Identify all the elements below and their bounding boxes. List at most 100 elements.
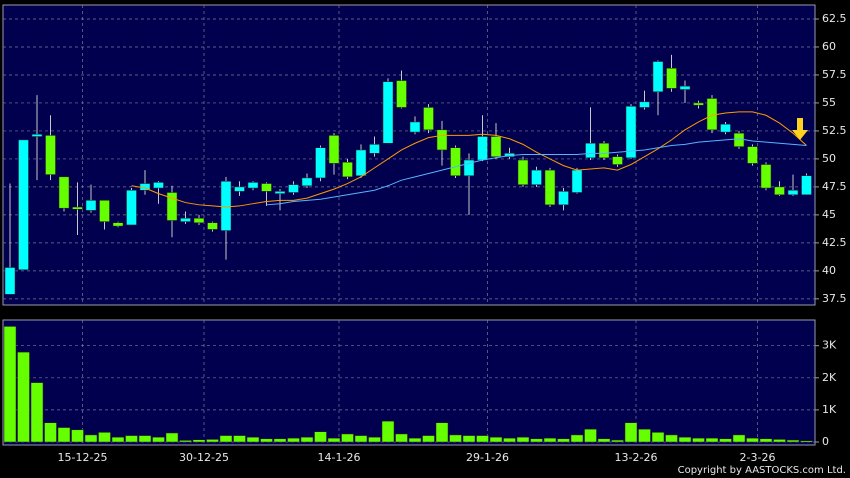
candle-body <box>598 142 610 159</box>
volume-bar <box>489 436 503 443</box>
volume-bar <box>597 438 611 443</box>
candle-body <box>355 149 367 176</box>
volume-bar <box>692 437 705 443</box>
candle-body <box>477 136 488 161</box>
candle-body <box>328 135 340 164</box>
candle-body <box>99 200 110 222</box>
candle-body <box>787 190 799 195</box>
volume-bar <box>516 436 530 443</box>
volume-bar <box>84 434 98 443</box>
x-tick-label: 29-1-26 <box>466 451 509 464</box>
candle-body <box>531 169 542 185</box>
candle-body <box>774 186 785 195</box>
volume-bar <box>651 432 665 443</box>
volume-bar <box>543 437 557 443</box>
x-tick-label: 14-1-26 <box>318 451 361 464</box>
volume-bar <box>800 440 813 443</box>
candle-body <box>450 147 461 176</box>
candle-body <box>558 191 569 206</box>
candle-body <box>126 190 137 226</box>
candle-body <box>18 139 29 270</box>
candle-body <box>207 222 218 230</box>
candle-body <box>517 159 529 185</box>
y-tick-label: 60 <box>822 40 836 53</box>
volume-bar <box>314 431 327 443</box>
plot-layer: 0 1K 2K 3K 15-12-25 30-12-25 14-1-26 29-1-26 13-… <box>3 5 847 464</box>
volume-bar <box>638 428 651 443</box>
volume-bar <box>395 433 408 443</box>
volume-bar <box>368 436 381 443</box>
y-tick-label: 57.5 <box>822 68 847 81</box>
candle-body <box>301 177 313 187</box>
volume-bar <box>611 439 624 443</box>
y-tick-label: 62.5 <box>822 12 847 25</box>
candle-body <box>612 156 623 165</box>
volume-bar <box>300 436 314 443</box>
candle-body <box>234 186 245 192</box>
volume-bar <box>3 326 17 443</box>
volume-bar <box>624 422 638 443</box>
volume-bar <box>381 420 395 443</box>
moving-average-line <box>131 111 807 208</box>
volume-bar <box>449 434 462 443</box>
volume-bar <box>408 437 422 443</box>
candle-body <box>639 101 650 108</box>
volume-bar <box>341 433 354 443</box>
price-panel <box>2 4 816 306</box>
credit: Copyright by AASTOCKS.com Ltd. <box>678 465 846 476</box>
volume-bar <box>30 382 44 443</box>
volume-bar <box>57 427 71 443</box>
y-tick-label: 40 <box>822 264 836 277</box>
candle-body <box>153 182 164 189</box>
candle-body <box>463 159 475 176</box>
candle-body <box>625 106 637 159</box>
volume-bar <box>476 435 489 443</box>
x-tick-label: 15-12-25 <box>58 451 108 464</box>
volume-bar <box>435 422 449 443</box>
candle-body <box>679 85 691 90</box>
volume-bar <box>732 434 746 443</box>
volume-bar <box>462 435 476 443</box>
candle-body <box>4 267 16 295</box>
y-tick-label: 2K <box>822 371 837 384</box>
volume-bar <box>219 435 233 443</box>
candle-body <box>693 102 704 106</box>
volume-panel <box>2 319 816 446</box>
y-tick-label: 42.5 <box>822 236 847 249</box>
x-tick-label: 30-12-25 <box>179 451 229 464</box>
volume-bar <box>111 436 125 443</box>
candle-body <box>180 217 191 222</box>
candle-body <box>652 61 664 93</box>
y-tick-label: 3K <box>822 339 837 352</box>
candle-body <box>747 146 758 164</box>
candle-body <box>58 176 70 209</box>
candle-body <box>585 142 596 159</box>
candle-body <box>544 169 556 206</box>
volume-bar <box>557 438 570 443</box>
y-tick-label: 1K <box>822 403 837 416</box>
candle-body <box>315 147 326 179</box>
volume-bar <box>422 435 435 443</box>
candle-body <box>193 217 205 223</box>
candle-body <box>112 222 124 227</box>
volume-bar <box>233 435 246 443</box>
candle-body <box>706 98 718 131</box>
y-tick-label: 55 <box>822 96 836 109</box>
volume-bar <box>125 435 138 443</box>
candle-body <box>436 129 448 151</box>
y-tick-label: 52.5 <box>822 124 847 137</box>
volume-bar <box>71 429 84 443</box>
candle-body <box>801 175 812 195</box>
volume-bar <box>165 432 179 443</box>
candle-body <box>369 144 380 154</box>
volume-bar <box>530 438 543 443</box>
x-tick-label: 2-3-26 <box>740 451 776 464</box>
candle-body <box>31 134 43 137</box>
volume-bar <box>773 439 786 443</box>
candle-body <box>261 183 272 192</box>
candle-body <box>220 181 232 231</box>
candle-body <box>85 200 97 211</box>
volume-bar <box>786 439 800 443</box>
candle-body <box>571 169 583 193</box>
